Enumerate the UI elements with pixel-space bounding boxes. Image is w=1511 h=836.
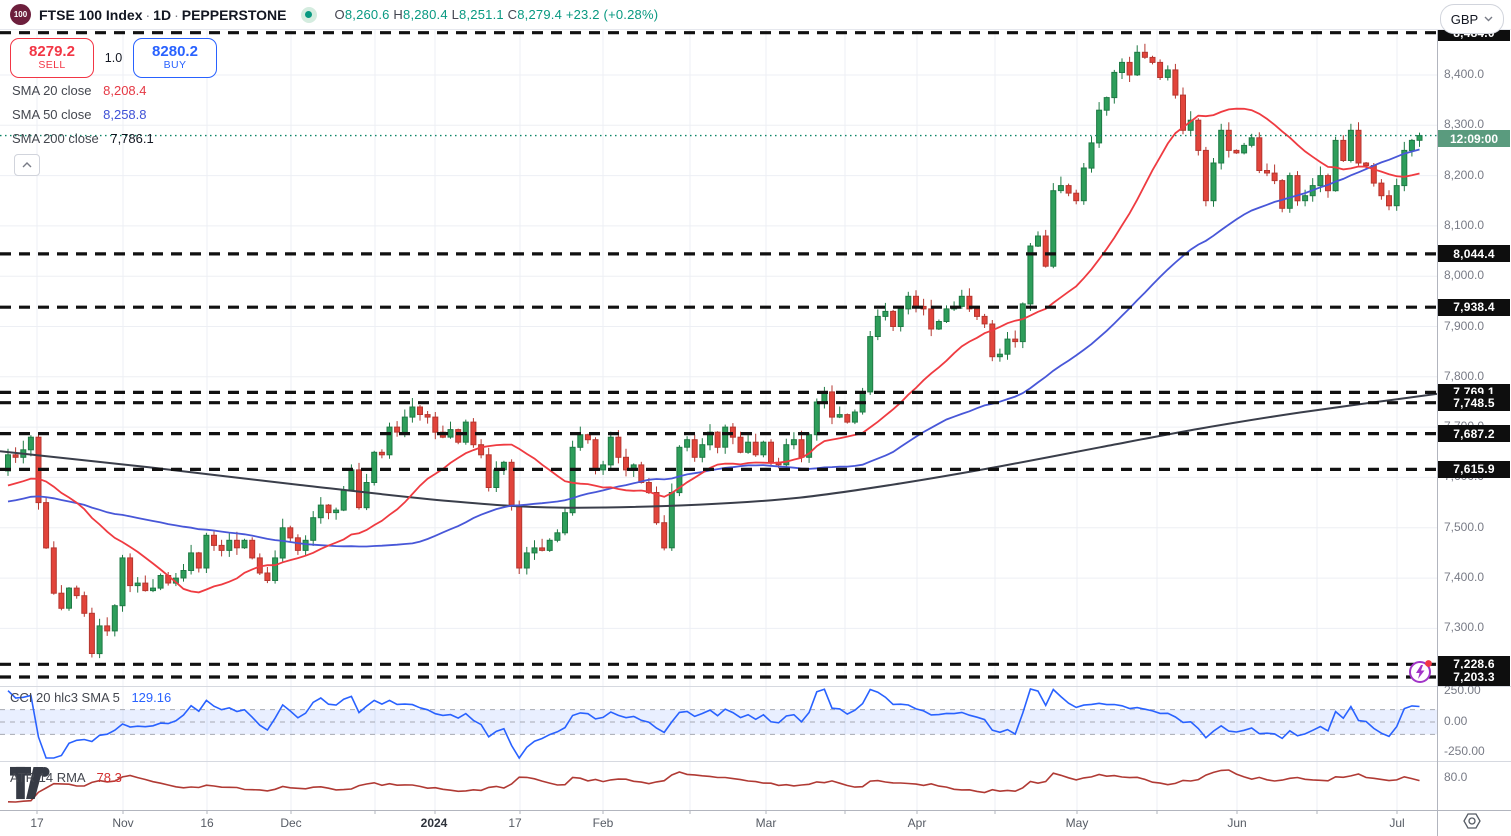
sma200-name: SMA 200 close: [12, 131, 99, 146]
time-axis-label: Mar: [755, 816, 777, 830]
low-value: 8,251.1: [459, 7, 504, 22]
sma50-value: 8,258.8: [103, 107, 147, 122]
currency-label: GBP: [1450, 11, 1479, 27]
chevron-up-icon: [22, 162, 32, 168]
chevron-down-icon: [1484, 16, 1493, 22]
legend-sma200[interactable]: SMA 200 close 7,786.1: [12, 131, 154, 146]
cci-legend[interactable]: CCI 20 hlc3 SMA 5 129.16: [10, 690, 171, 705]
key-level-label: 7,687.2: [1438, 425, 1510, 443]
time-axis-label: May: [1065, 816, 1089, 830]
change-pct-value: (+0.28%): [603, 7, 659, 22]
title-separator: ·: [174, 6, 179, 23]
market-open-icon[interactable]: [300, 6, 317, 23]
ohlc-readout: O8,260.6 H8,280.4 L8,251.1 C8,279.4 +23.…: [335, 7, 659, 22]
cci-axis-label: -250.00: [1444, 744, 1485, 758]
key-level-label: 7,615.9: [1438, 460, 1510, 478]
low-label: L: [451, 7, 460, 22]
sma20-value: 8,208.4: [103, 83, 147, 98]
price-grid-label: 8,100.0: [1444, 217, 1485, 232]
time-axis-label: Jul: [1389, 816, 1405, 830]
change-value: +23.2: [565, 7, 600, 22]
symbol-title[interactable]: FTSE 100 Index · 1D · PEPPERSTONE: [39, 7, 287, 23]
price-grid-label: 7,900.0: [1444, 318, 1485, 333]
interval-label[interactable]: 1D: [153, 6, 172, 23]
price-grid-label: 8,400.0: [1444, 66, 1485, 81]
sma20-name: SMA 20 close: [12, 83, 92, 98]
price-grid-label: 7,300.0: [1444, 620, 1485, 635]
time-axis-label: Feb: [592, 816, 614, 830]
close-value: 8,279.4: [517, 7, 563, 22]
exchange-label: PEPPERSTONE: [181, 6, 287, 23]
sell-price: 8279.2: [29, 42, 75, 60]
buy-label: BUY: [163, 59, 187, 72]
price-grid-label: 8,000.0: [1444, 268, 1485, 283]
collapse-legend-button[interactable]: [14, 154, 40, 176]
open-value: 8,260.6: [344, 7, 390, 22]
legend-sma20[interactable]: SMA 20 close 8,208.4: [12, 83, 147, 98]
cci-value: 129.16: [131, 690, 172, 705]
atr-line: [7, 769, 1420, 803]
atr-axis-label: 80.0: [1444, 770, 1468, 784]
price-grid-label: 7,400.0: [1444, 570, 1485, 585]
time-axis-label: 17: [508, 816, 522, 830]
chart-header: 100 FTSE 100 Index · 1D · PEPPERSTONE O8,260…: [0, 0, 1511, 30]
symbol-logo-icon: 100: [10, 4, 31, 25]
sma50-line: [7, 148, 1420, 548]
legend-sma50[interactable]: SMA 50 close 8,258.8: [12, 107, 147, 122]
atr-legend[interactable]: ATR 14 RMA 78.3: [10, 770, 122, 785]
axis-settings-icon[interactable]: [1460, 812, 1484, 830]
key-level-label: 7,938.4: [1438, 298, 1510, 316]
time-axis-label: Jun: [1227, 816, 1247, 830]
trade-panel: 8279.2 SELL 1.0 8280.2 BUY: [10, 38, 217, 78]
key-level-label: 7,748.5: [1438, 394, 1510, 412]
buy-button[interactable]: 8280.2 BUY: [133, 38, 217, 78]
sma50-name: SMA 50 close: [12, 107, 92, 122]
time-axis-label: Apr: [907, 816, 927, 830]
key-level-label: 8,044.4: [1438, 245, 1510, 263]
cci-name: CCI 20 hlc3 SMA 5: [10, 690, 120, 705]
sell-button[interactable]: 8279.2 SELL: [10, 38, 94, 78]
spread-value: 1.0: [104, 51, 123, 65]
high-value: 8,280.4: [403, 7, 448, 22]
sma200-line: [0, 392, 1437, 509]
time-axis-label: Nov: [112, 816, 134, 830]
price-grid-label: 7,500.0: [1444, 519, 1485, 534]
buy-price: 8280.2: [152, 42, 198, 60]
atr-value: 78.3: [96, 770, 122, 785]
cci-line: [7, 688, 1420, 760]
atr-name: ATR 14 RMA: [10, 770, 85, 785]
title-separator: ·: [145, 6, 151, 23]
price-grid-label: 7,800.0: [1444, 368, 1485, 383]
lightning-alert-icon[interactable]: [1407, 657, 1435, 685]
time-axis-label: 2024: [420, 816, 448, 830]
bar-countdown-label: 12:09:00: [1438, 130, 1510, 147]
time-axis-label: 17: [30, 816, 44, 830]
key-level-label: 7,203.3: [1438, 668, 1510, 686]
sma20-line: [7, 107, 1420, 594]
price-grid-label: 8,300.0: [1444, 117, 1485, 132]
symbol-name: FTSE 100 Index: [39, 6, 143, 23]
close-label: C: [507, 7, 518, 22]
high-label: H: [393, 7, 404, 22]
sell-label: SELL: [38, 59, 66, 72]
sma200-value: 7,786.1: [110, 131, 154, 146]
time-axis-label: Dec: [280, 816, 302, 830]
candlestick-series: [5, 43, 1423, 659]
time-axis-label: 16: [200, 816, 214, 830]
currency-dropdown[interactable]: GBP: [1440, 4, 1504, 34]
open-label: O: [334, 7, 345, 22]
price-grid-label: 8,200.0: [1444, 167, 1485, 182]
cci-axis-label: 0.00: [1444, 714, 1468, 728]
